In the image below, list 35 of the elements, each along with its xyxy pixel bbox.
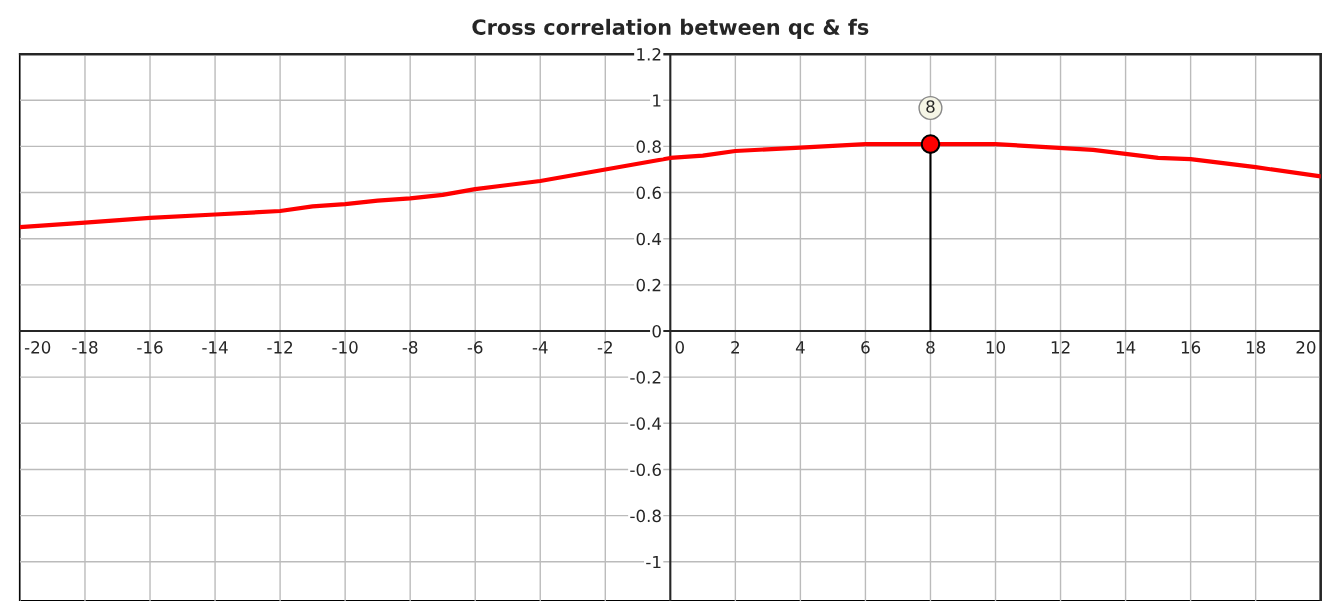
x-tick-label: -16 xyxy=(137,341,163,354)
x-tick-label: -2 xyxy=(597,341,612,354)
x-tick-label: 20 xyxy=(1296,341,1316,354)
x-tick-label: 4 xyxy=(795,341,805,354)
y-tick-label: 0.4 xyxy=(636,232,662,246)
y-tick-label: -0.6 xyxy=(630,463,661,477)
y-tick-label: 1 xyxy=(653,94,661,107)
x-tick-label: -10 xyxy=(332,341,358,354)
x-tick-label: -20 xyxy=(24,341,51,354)
y-tick-label: 0.2 xyxy=(636,278,661,292)
x-tick-label: -8 xyxy=(402,341,418,354)
x-tick-label: 14 xyxy=(1116,341,1136,354)
x-tick-label: 2 xyxy=(731,341,739,354)
y-tick-label: -0.8 xyxy=(630,509,661,523)
x-tick-label: 18 xyxy=(1246,341,1266,354)
y-tick-label: 0.8 xyxy=(636,140,661,153)
y-tick-label: 0.6 xyxy=(636,186,661,200)
y-tick-label: -0.4 xyxy=(630,417,662,430)
y-tick-label: -0.2 xyxy=(630,371,661,384)
x-tick-label: 0 xyxy=(675,341,684,354)
x-tick-label: -6 xyxy=(467,341,483,354)
x-tick-label: -14 xyxy=(202,341,228,354)
y-tick-label: 1.2 xyxy=(637,48,661,61)
x-tick-label: -18 xyxy=(72,341,98,354)
y-tick-label: 0 xyxy=(652,324,661,338)
x-tick-label: 12 xyxy=(1051,341,1070,354)
y-tick-label: -1 xyxy=(646,555,661,569)
chart-title: Cross correlation between qc & fs xyxy=(472,18,869,39)
x-tick-label: 8 xyxy=(926,341,935,354)
x-tick-label: 16 xyxy=(1181,341,1201,354)
x-tick-label: 10 xyxy=(986,341,1005,354)
annotation: 8 xyxy=(926,100,935,113)
x-tick-label: 6 xyxy=(861,341,870,354)
x-tick-label: -4 xyxy=(532,341,548,354)
x-tick-label: -12 xyxy=(267,341,293,354)
